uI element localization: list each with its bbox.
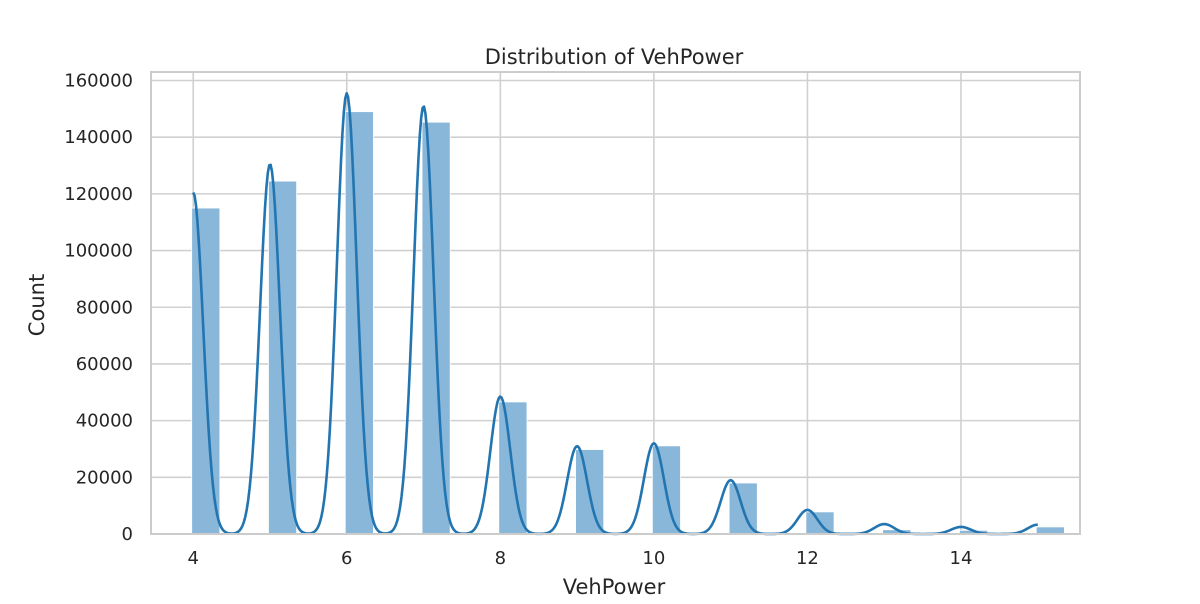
y-tick-label: 120000 (64, 184, 133, 205)
y-tick-label: 160000 (64, 71, 133, 92)
y-tick-label: 80000 (76, 297, 133, 318)
bar-layer (191, 111, 1065, 535)
tick-label-layer: 4 6 8 10 12 14 0 20000 40000 60000 80000 100000 1200… (64, 71, 972, 569)
x-tick-label: 8 (495, 548, 506, 569)
x-tick-label: 14 (950, 548, 973, 569)
x-tick-label: 10 (642, 548, 665, 569)
x-tick-label: 12 (796, 548, 819, 569)
chart-title: Distribution of VehPower (485, 45, 744, 69)
x-axis-label: VehPower (563, 575, 666, 599)
y-tick-label: 40000 (76, 411, 133, 432)
grid-layer (151, 72, 1080, 535)
y-tick-label: 140000 (64, 127, 133, 148)
y-tick-label: 60000 (76, 354, 133, 375)
histogram-bar (1035, 526, 1065, 535)
x-tick-label: 6 (341, 548, 352, 569)
x-tick-label: 4 (188, 548, 199, 569)
y-tick-label: 0 (122, 524, 133, 545)
plot-frame (150, 71, 1081, 535)
kde-layer (192, 91, 1038, 536)
y-axis-label: Count (25, 274, 49, 336)
y-tick-label: 100000 (64, 241, 133, 262)
y-tick-label: 20000 (76, 467, 133, 488)
kde-density-line (192, 91, 1038, 536)
